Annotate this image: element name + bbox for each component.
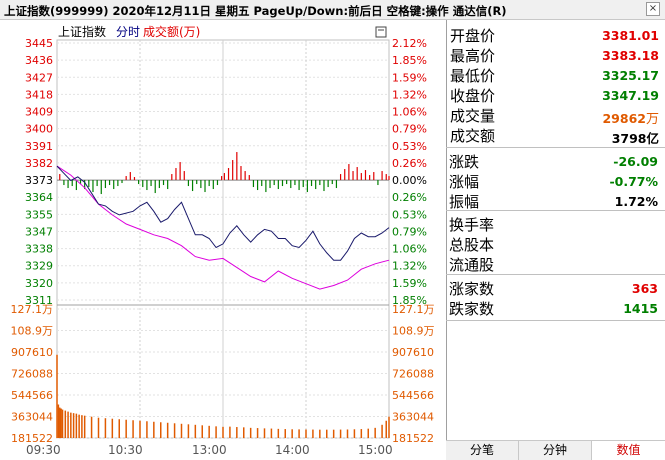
stat-high: 最高价 3383.18	[450, 47, 659, 65]
y-pct-tick-label: 1.06%	[392, 243, 427, 256]
volume-tick-label: 127.1万	[392, 303, 435, 316]
y-tick-label: 3364	[25, 191, 53, 204]
stats-panel: 开盘价 3381.01 最高价 3383.18 最低价 3325.17 收盘价 3347…	[446, 20, 665, 440]
y-tick-label: 3382	[25, 157, 53, 170]
y-pct-tick-label: 0.79%	[392, 123, 427, 136]
y-tick-label: 3338	[25, 243, 53, 256]
panel-toggle-icon[interactable]	[375, 26, 387, 38]
stat-turnover: 换手率	[449, 216, 495, 234]
volume-tick-label: 108.9万	[11, 325, 54, 338]
volume-tick-label: 181522	[392, 432, 434, 445]
y-pct-tick-label: 1.59%	[392, 277, 427, 290]
volume-tick-label: 181522	[11, 432, 53, 445]
price-line	[56, 165, 390, 261]
close-icon[interactable]: ×	[646, 2, 660, 16]
y-tick-label: 3400	[25, 123, 53, 136]
average-price-line	[56, 165, 390, 290]
y-tick-label: 3436	[25, 54, 53, 67]
window-title: 上证指数(999999) 2020年12月11日 星期五 PageUp/Down…	[4, 4, 507, 18]
stat-volume: 成交量 29862万	[450, 107, 659, 127]
volume-tick-label: 726088	[392, 368, 434, 381]
stat-amount: 成交额 3798亿	[450, 127, 659, 146]
x-tick-label: 09:30	[26, 443, 61, 457]
stat-close: 收盘价 3347.19	[450, 87, 659, 105]
x-tick-label: 15:00	[358, 443, 393, 457]
divider	[446, 274, 665, 275]
stat-open: 开盘价 3381.01	[450, 27, 659, 45]
tab-minutes[interactable]: 分钟	[519, 441, 592, 460]
y-pct-tick-label: 0.79%	[392, 225, 427, 238]
x-tick-label: 13:00	[192, 443, 227, 457]
x-tick-label: 10:30	[108, 443, 143, 457]
y-tick-label: 3320	[25, 277, 53, 290]
divider	[446, 320, 665, 321]
volume-tick-label: 544566	[11, 389, 53, 402]
y-tick-label: 3418	[25, 88, 53, 101]
y-tick-label: 3391	[25, 140, 53, 153]
x-tick-label: 14:00	[275, 443, 310, 457]
tab-ticks[interactable]: 分笔	[446, 441, 519, 460]
y-pct-tick-label: 0.00%	[392, 174, 427, 187]
y-pct-tick-label: 1.85%	[392, 294, 427, 307]
divider	[446, 147, 665, 148]
y-pct-tick-label: 1.85%	[392, 54, 427, 67]
y-tick-label: 3427	[25, 71, 53, 84]
window-titlebar: 上证指数(999999) 2020年12月11日 星期五 PageUp/Down…	[0, 0, 665, 20]
chart-index-name: 上证指数	[58, 24, 106, 39]
y-pct-tick-label: 0.26%	[392, 157, 427, 170]
stat-change-pct: 涨幅 -0.77%	[449, 173, 658, 191]
volume-tick-label: 907610	[392, 346, 434, 359]
volume-tick-label: 108.9万	[392, 325, 435, 338]
volume-tick-label: 363044	[11, 411, 53, 424]
volume-tick-label: 907610	[11, 346, 53, 359]
volume-tick-label: 363044	[392, 411, 434, 424]
volume-tick-label: 127.1万	[11, 303, 54, 316]
chart-indicator: 成交额(万)	[143, 24, 200, 39]
volume-tick-label: 726088	[11, 368, 53, 381]
stat-advancers: 涨家数 363	[449, 280, 658, 298]
view-tabs: 分笔 分钟 数值	[446, 440, 665, 460]
y-pct-tick-label: 1.59%	[392, 71, 427, 84]
intraday-chart: 3445 3436 3427 3418 3409 3400 3391 3382 3373 3364…	[0, 20, 446, 460]
stat-change: 涨跌 -26.09	[449, 153, 658, 171]
y-tick-label: 3355	[25, 208, 53, 221]
stat-total-shares: 总股本	[449, 236, 495, 254]
y-tick-label: 3329	[25, 260, 53, 273]
stat-float-shares: 流通股	[449, 256, 495, 274]
y-pct-tick-label: 0.53%	[392, 208, 427, 221]
chart-mode: 分时	[116, 25, 140, 39]
y-pct-tick-label: 0.53%	[392, 140, 427, 153]
stat-decliners: 跌家数 1415	[449, 300, 658, 318]
divider	[446, 210, 665, 211]
y-pct-tick-label: 1.32%	[392, 260, 427, 273]
y-tick-label: 3347	[25, 225, 53, 238]
volume-tick-label: 544566	[392, 389, 434, 402]
y-tick-label: 3445	[25, 37, 53, 50]
y-pct-tick-label: 2.12%	[392, 37, 427, 50]
tab-values[interactable]: 数值	[592, 441, 665, 460]
y-tick-label: 3373	[25, 174, 53, 187]
stat-low: 最低价 3325.17	[450, 67, 659, 85]
y-pct-tick-label: 1.06%	[392, 106, 427, 119]
y-pct-tick-label: 1.32%	[392, 88, 427, 101]
y-pct-tick-label: 0.26%	[392, 191, 427, 204]
stat-amplitude: 振幅 1.72%	[449, 193, 658, 211]
y-tick-label: 3409	[25, 106, 53, 119]
y-tick-label: 3311	[25, 294, 53, 307]
